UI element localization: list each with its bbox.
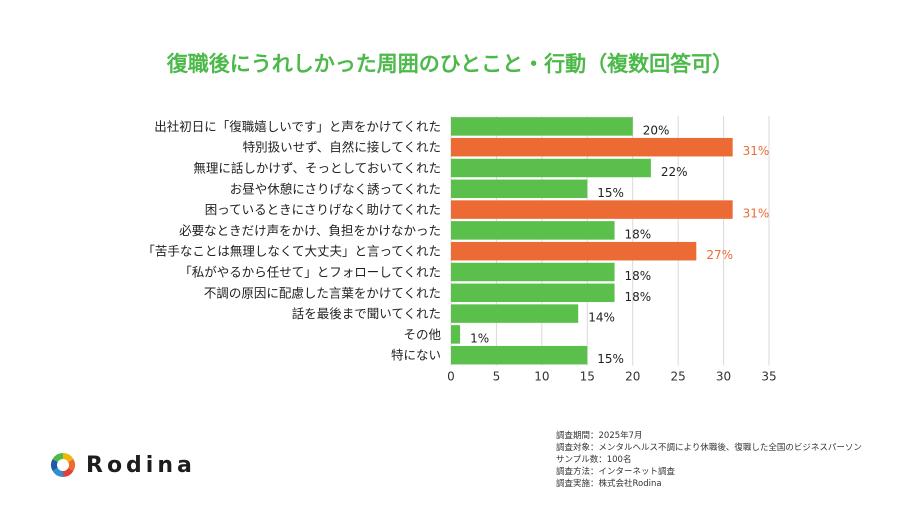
bar-chart: 出社初日に「復職嬉しいです」と声をかけてくれた特別扱いせず、自然に接してくれた無… [142,116,777,384]
category-label: 話を最後まで聞いてくれた [292,306,441,321]
category-label: 「私がやるから任せて」とフォローしてくれた [179,265,441,280]
category-label: 困っているときにさりげなく助けてくれた [205,202,441,217]
x-tick-label: 10 [534,370,549,384]
category-label: 「苦手なことは無理しなくて大丈夫」と言ってくれた [142,244,441,259]
x-axis-ticks: 0 5 10 15 20 25 30 35 [447,370,776,384]
note-line: 調査期間：2025年7月 [556,431,643,441]
grid-lines [450,116,770,366]
note-line: サンプル数：100名 [556,455,632,465]
bar [451,158,651,178]
x-tick-label: 0 [447,370,455,384]
bar [451,304,579,323]
bar [451,345,588,365]
value-label: 22% [661,165,688,179]
category-label: お昼や休憩にさりげなく誘ってくれた [230,181,441,196]
bar [451,179,588,199]
category-label: 不調の原因に配慮した言葉をかけてくれた [204,285,441,300]
chart-title: 復職後にうれしかった周囲のひとこと・行動（複数回答可） [166,52,734,76]
value-label: 15% [597,186,624,200]
value-label: 31% [743,144,770,158]
value-label: 31% [743,207,770,221]
x-tick-label: 15 [580,370,595,384]
category-label: その他 [403,327,441,342]
value-label: 18% [625,290,652,304]
x-tick-label: 35 [761,370,776,384]
note-line: 調査方法：インターネット調査 [556,467,676,477]
x-tick-label: 25 [671,370,686,384]
value-labels: 20% 31% 22% 15% 31% 18% 27% 18% 18% 14% 1% 15% [470,123,769,366]
bar [451,283,615,303]
value-label: 27% [706,248,733,262]
bar [451,137,733,157]
x-tick-label: 30 [716,370,731,384]
brand-name: Rodina [86,452,196,478]
category-label: 出社初日に「復職嬉しいです」と声をかけてくれた [154,119,441,134]
bars [451,117,733,365]
survey-notes: 調査期間：2025年7月 調査対象：メンタルヘルス不調により休職後、復職した全国… [556,430,862,490]
value-label: 15% [597,352,624,366]
category-label: 特別扱いせず、自然に接してくれた [243,140,441,155]
bar [451,262,615,282]
note-line: 調査対象：メンタルヘルス不調により休職後、復職した全国のビジネスパーソン [556,443,862,453]
bar [451,221,615,240]
category-label: 特にない [391,348,441,363]
category-labels: 出社初日に「復職嬉しいです」と声をかけてくれた特別扱いせず、自然に接してくれた無… [142,119,441,363]
bar [451,117,633,136]
bar [451,241,697,261]
note-line: 調査実施：株式会社Rodina [556,479,662,489]
value-label: 1% [470,331,489,345]
value-label: 18% [625,227,652,241]
rodina-logo-icon [50,453,76,477]
x-tick-label: 20 [625,370,640,384]
value-label: 18% [625,269,652,283]
x-tick-label: 5 [493,370,501,384]
value-label: 14% [588,311,615,325]
bar [451,200,733,219]
category-label: 必要なときだけ声をかけ、負担をかけなかった [179,223,441,238]
category-label: 無理に話しかけず、そっとしておいてくれた [193,161,441,176]
bar [451,325,461,344]
brand-logo: Rodina [50,452,196,478]
value-label: 20% [643,123,670,137]
